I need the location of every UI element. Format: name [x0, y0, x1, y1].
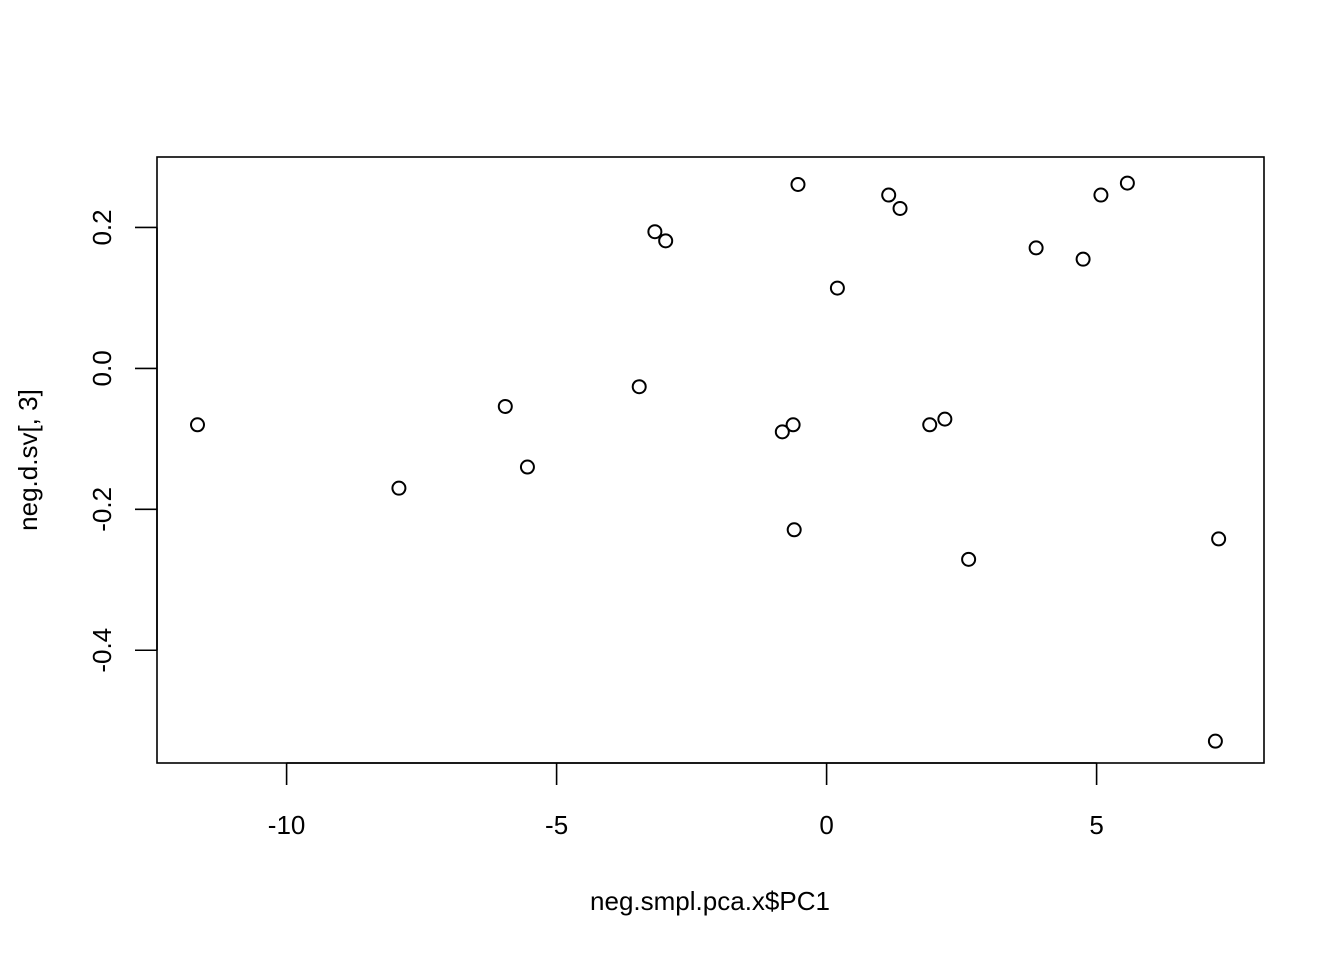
- data-point: [631, 379, 647, 395]
- data-point: [190, 417, 205, 433]
- data-point: [774, 424, 790, 440]
- y-axis: 0.2 0.0 -0.2 -0.4: [87, 209, 158, 673]
- data-point: [497, 398, 513, 414]
- data-point: [961, 551, 977, 567]
- data-point: [881, 187, 897, 203]
- data-point: [1093, 187, 1109, 203]
- data-point: [785, 417, 801, 433]
- x-tick-label: 5: [1089, 810, 1103, 840]
- data-point: [937, 411, 953, 427]
- data-point: [1207, 733, 1223, 749]
- data-point: [1119, 175, 1135, 191]
- data-point: [647, 224, 663, 240]
- data-points: [190, 175, 1227, 749]
- y-tick-label: -0.2: [87, 487, 117, 532]
- data-point: [786, 522, 802, 538]
- x-tick-label: -10: [268, 810, 306, 840]
- y-tick-label: 0.2: [87, 209, 117, 245]
- data-point: [829, 280, 845, 296]
- data-point: [790, 176, 806, 192]
- x-axis-title: neg.smpl.pca.x$PC1: [590, 886, 830, 916]
- data-point: [519, 459, 535, 475]
- plot-frame: [156, 156, 1265, 764]
- y-tick-label: 0.0: [87, 350, 117, 386]
- data-point: [1028, 240, 1044, 256]
- data-point: [1211, 531, 1227, 547]
- y-axis-title: neg.d.sv[, 3]: [13, 389, 43, 531]
- data-point: [892, 200, 908, 216]
- data-point: [391, 480, 407, 496]
- x-tick-label: -5: [545, 810, 568, 840]
- x-tick-label: 0: [819, 810, 833, 840]
- x-axis: -10 -5 0 5: [268, 762, 1104, 840]
- data-point: [1075, 251, 1091, 267]
- y-tick-label: -0.4: [87, 628, 117, 673]
- data-point: [658, 233, 674, 249]
- data-point: [922, 417, 938, 433]
